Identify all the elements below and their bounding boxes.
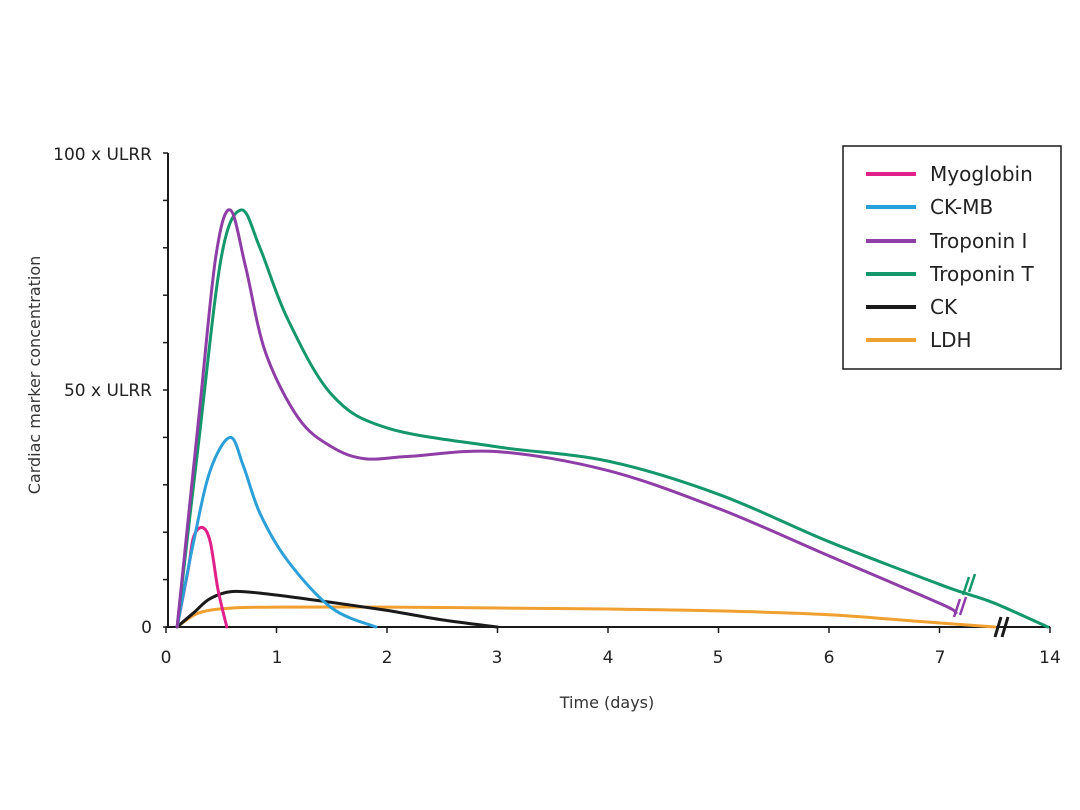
series-lines xyxy=(175,208,1050,629)
legend-label-ck: CK xyxy=(930,295,958,319)
legend-box xyxy=(842,145,1062,370)
legend: Myoglobin CK-MB Troponin I Troponin T CK… xyxy=(842,145,1062,370)
axis-break-marks xyxy=(952,573,1010,638)
series-line-ck-mb xyxy=(175,435,378,629)
x-axis-break-mark-1 xyxy=(993,616,1003,638)
x-tick-label-3: 3 xyxy=(492,648,503,668)
x-axis-title: Time (days) xyxy=(559,693,655,712)
troponin-i-break-mark-1 xyxy=(952,598,962,618)
x-tick-label-0: 0 xyxy=(161,648,172,668)
troponin-t-break-mark-2 xyxy=(967,573,977,593)
legend-item-myoglobin: Myoglobin xyxy=(866,162,1033,186)
series-line-troponin-i xyxy=(175,208,958,629)
y-axis-title: Cardiac marker concentration xyxy=(25,256,44,495)
legend-item-ck: CK xyxy=(866,295,958,319)
x-tick-label-6: 6 xyxy=(824,648,835,668)
series-line-ck xyxy=(175,589,499,629)
legend-label-ck-mb: CK-MB xyxy=(930,195,993,219)
x-axis-break-mark-2 xyxy=(1000,616,1010,638)
legend-item-ldh: LDH xyxy=(866,328,972,352)
x-tick-marks xyxy=(165,627,1051,633)
y-tick-label-0: 0 xyxy=(141,618,152,638)
troponin-t-break-mark-1 xyxy=(961,576,971,596)
legend-label-myoglobin: Myoglobin xyxy=(930,162,1033,186)
troponin-i-break-mark-2 xyxy=(958,596,968,616)
legend-label-troponin-t: Troponin T xyxy=(929,262,1034,286)
x-tick-label-14: 14 xyxy=(1039,648,1061,668)
y-tick-label-50: 50 x ULRR xyxy=(64,381,152,401)
y-minor-ticks xyxy=(163,152,168,628)
legend-label-ldh: LDH xyxy=(930,328,972,352)
x-tick-label-5: 5 xyxy=(713,648,724,668)
y-tick-label-100: 100 x ULRR xyxy=(53,145,152,165)
series-line-troponin-t xyxy=(175,208,1050,629)
legend-item-troponin-i: Troponin I xyxy=(866,229,1027,253)
legend-label-troponin-i: Troponin I xyxy=(929,229,1027,253)
x-tick-label-7: 7 xyxy=(935,648,946,668)
series-line-ldh xyxy=(175,605,997,629)
legend-item-troponin-t: Troponin T xyxy=(866,262,1034,286)
x-tick-label-2: 2 xyxy=(382,648,393,668)
x-tick-label-1: 1 xyxy=(272,648,283,668)
x-tick-label-4: 4 xyxy=(603,648,614,668)
legend-item-ck-mb: CK-MB xyxy=(866,195,993,219)
